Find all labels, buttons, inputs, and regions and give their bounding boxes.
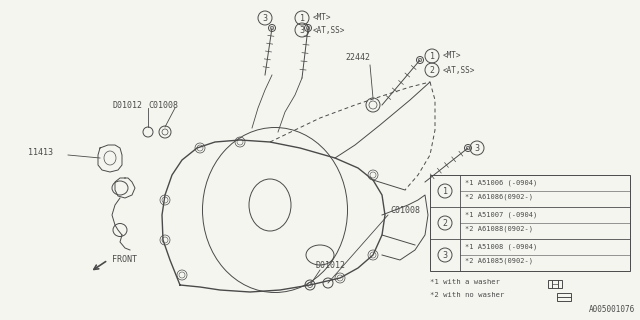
Text: *1 with a washer: *1 with a washer <box>430 279 500 285</box>
Text: <AT,SS>: <AT,SS> <box>313 26 346 35</box>
Text: 1: 1 <box>429 52 435 60</box>
Text: *2 A61086(0902-): *2 A61086(0902-) <box>465 193 533 199</box>
Text: 1: 1 <box>300 13 305 22</box>
Text: D01012: D01012 <box>112 101 142 110</box>
Text: 3: 3 <box>442 251 447 260</box>
Text: 22442: 22442 <box>345 53 370 62</box>
Text: 2: 2 <box>442 219 447 228</box>
Text: *2 with no washer: *2 with no washer <box>430 292 504 298</box>
Text: FRONT: FRONT <box>112 254 137 263</box>
Text: *2 A61085(0902-): *2 A61085(0902-) <box>465 257 533 263</box>
Text: <AT,SS>: <AT,SS> <box>443 66 476 75</box>
Text: <MT>: <MT> <box>443 51 461 60</box>
Bar <box>548 280 562 288</box>
Text: C01008: C01008 <box>390 206 420 215</box>
Text: <MT>: <MT> <box>313 12 332 21</box>
Text: C01008: C01008 <box>148 101 178 110</box>
Text: 1: 1 <box>442 187 447 196</box>
Text: 3: 3 <box>300 26 305 35</box>
Text: *2 A61088(0902-): *2 A61088(0902-) <box>465 225 533 231</box>
Bar <box>557 293 571 301</box>
Text: 11413: 11413 <box>28 148 53 157</box>
Text: *1 A51006 (-0904): *1 A51006 (-0904) <box>465 179 537 186</box>
Text: A005001076: A005001076 <box>589 305 635 314</box>
Text: D01012: D01012 <box>315 261 345 270</box>
Bar <box>430 175 630 271</box>
Text: 3: 3 <box>474 143 479 153</box>
Text: *1 A51008 (-0904): *1 A51008 (-0904) <box>465 243 537 250</box>
Text: *1 A51007 (-0904): *1 A51007 (-0904) <box>465 211 537 218</box>
Text: 3: 3 <box>262 13 268 22</box>
Text: 2: 2 <box>429 66 435 75</box>
